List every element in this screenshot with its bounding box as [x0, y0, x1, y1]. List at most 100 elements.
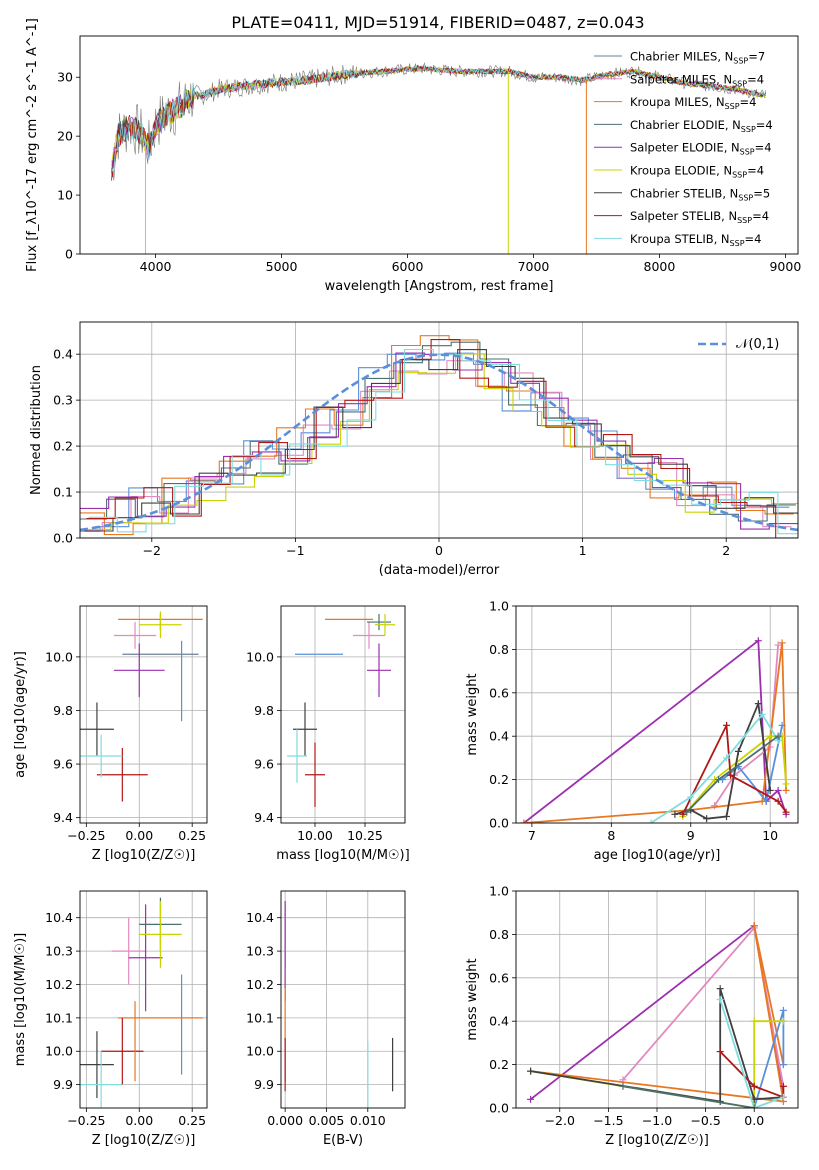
plot-area [527, 922, 787, 1108]
y-tick-label: 0.4 [489, 729, 509, 744]
x-axis-label: Z [log10(Z/Z☉)] [92, 1133, 196, 1148]
y-axis-label: mass weight [465, 673, 480, 755]
x-axis-label: Z [log10(Z/Z☉)] [605, 1133, 709, 1148]
x-tick-label: 6000 [392, 259, 424, 274]
y-tick-label: 10.2 [45, 977, 73, 992]
plus-marker [723, 754, 731, 762]
y-tick-label: 9.8 [254, 703, 274, 718]
y-tick-label: 9.9 [53, 1077, 73, 1092]
y-tick-label: 10.4 [246, 910, 274, 925]
spectrum-model-line [111, 65, 766, 163]
x-tick-label: −0.5 [690, 1113, 720, 1128]
legend-value: =4 [755, 141, 772, 155]
plus-marker [774, 732, 782, 740]
panel-residuals: −2 −1 0 1 2 0.0 0.1 0.2 0.3 0.4 (data-model)/error… [29, 321, 799, 578]
data-point [287, 729, 307, 783]
y-tick-label: 0.1 [53, 485, 73, 500]
plus-marker [527, 1067, 535, 1075]
y-tick-label: 9.6 [254, 757, 274, 772]
plus-marker [703, 815, 711, 823]
plus-marker [782, 808, 790, 816]
y-tick-label: 0.8 [489, 642, 509, 657]
y-axis-label: mass [log10(M/M☉)] [13, 933, 28, 1066]
data-point [113, 643, 165, 698]
legend-label: Chabrier MILES, NSSP=7 [630, 50, 765, 66]
x-tick-label: −1.0 [642, 1113, 672, 1128]
y-tick-label: 10.2 [246, 977, 274, 992]
plus-marker [647, 819, 655, 823]
plus-marker [723, 721, 731, 729]
x-axis-label: Z [log10(Z/Z☉)] [92, 848, 196, 863]
data-point [80, 1051, 123, 1108]
y-tick-label: 30 [57, 70, 73, 85]
y-tick-label: 0.0 [489, 816, 509, 831]
plot-area [111, 62, 766, 254]
plus-marker [754, 637, 762, 645]
x-tick-label: 8000 [644, 259, 676, 274]
y-tick-label: 10.0 [246, 1044, 274, 1059]
plot-area [80, 335, 798, 538]
y-tick-label: 10.0 [246, 649, 274, 664]
plot-area [80, 611, 203, 802]
y-tick-label: 0.2 [53, 439, 73, 454]
data-point [375, 614, 395, 636]
plus-marker [726, 771, 734, 779]
histogram-step [82, 353, 798, 530]
histogram-step [86, 339, 798, 538]
legend-subscript: SSP [732, 171, 747, 180]
y-tick-label: 0.4 [489, 1014, 509, 1029]
weight-line [530, 925, 785, 1103]
y-axis-label: Normed distribution [29, 365, 44, 495]
legend-value: =4 [747, 72, 764, 86]
x-tick-label: 10.25 [347, 828, 383, 843]
plot-area [284, 901, 394, 1108]
y-axis-label: Flux [f_λ10^-17 erg cm^-2 s^-1 A^-1] [25, 18, 40, 272]
plus-marker [758, 711, 766, 718]
legend-label: 𝒩(0,1) [736, 337, 779, 352]
panel-massweight-vs-age: 7 8 9 10 0.0 0.2 0.4 0.6 0.8 1.0 age [log10(age/yr… [465, 599, 799, 863]
data-point [80, 1031, 114, 1098]
legend-label: Kroupa ELODIE, NSSP=4 [630, 164, 764, 180]
legend-label: Chabrier STELIB, NSSP=5 [630, 186, 770, 202]
legend-subscript: SSP [732, 79, 747, 88]
data-point [367, 614, 391, 631]
x-tick-label: 0.010 [350, 1113, 386, 1128]
data-point [353, 622, 385, 649]
x-axis-label: wavelength [Angstrom, rest frame] [325, 279, 554, 294]
histogram-step [80, 352, 790, 532]
y-tick-label: 9.8 [53, 703, 73, 718]
plus-marker [782, 786, 790, 794]
plus-marker [750, 1082, 758, 1090]
y-tick-label: 0 [65, 247, 73, 262]
plus-marker [619, 1082, 627, 1090]
legend-label: Salpeter ELODIE, NSSP=4 [630, 141, 772, 157]
x-tick-label: 0 [435, 543, 443, 558]
data-point [96, 747, 148, 802]
x-tick-label: −2 [143, 543, 161, 558]
x-tick-label: 7 [528, 828, 536, 843]
legend-subscript: SSP [741, 125, 756, 134]
x-tick-label: 0.25 [178, 828, 206, 843]
legend-subscript: SSP [730, 239, 745, 248]
x-tick-label: 5000 [266, 259, 298, 274]
plus-marker [782, 780, 790, 788]
plus-marker [779, 1017, 787, 1025]
y-tick-label: 0.8 [489, 927, 509, 942]
plus-marker [779, 1061, 787, 1069]
panel-age-vs-Z: −0.25 0.00 0.25 9.4 9.6 9.8 10.0 Z [log10(Z/Z☉)… [13, 605, 208, 863]
axes-frame [79, 890, 208, 1109]
x-tick-label: 1 [579, 543, 587, 558]
histogram-step [80, 341, 796, 522]
histogram-step [84, 349, 798, 532]
axes-frame [515, 605, 799, 824]
spectrum-model-line [111, 64, 766, 173]
data-point [305, 742, 325, 807]
plus-marker [774, 797, 782, 805]
axes-frame [280, 605, 406, 824]
legend-value: =7 [748, 50, 765, 64]
plus-marker [723, 812, 731, 820]
y-tick-label: 10.0 [45, 1044, 73, 1059]
data-point [101, 1017, 144, 1085]
x-tick-label: −2.0 [545, 1113, 575, 1128]
